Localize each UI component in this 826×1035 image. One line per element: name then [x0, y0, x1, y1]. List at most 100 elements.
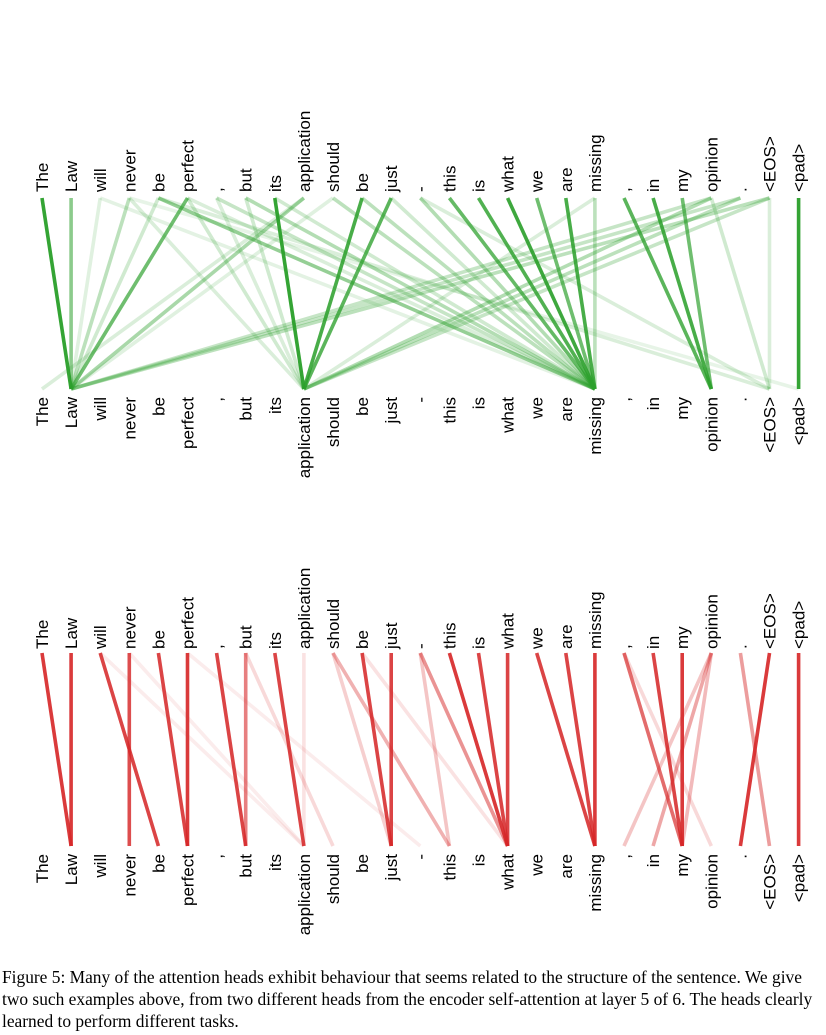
- attention-edge: [70, 196, 741, 391]
- token-label-bottom: missing: [586, 397, 605, 455]
- token-label-bottom: this: [440, 397, 459, 423]
- token-label-bottom: opinion: [702, 397, 721, 452]
- token-label-bottom: in: [644, 397, 663, 410]
- green-head-panel: TheTheLawLawwillwillneverneverbebeperfec…: [33, 111, 809, 479]
- attention-edge: [70, 196, 712, 391]
- token-label-top: Law: [62, 160, 81, 192]
- token-label-top: be: [353, 630, 372, 649]
- token-label-top: my: [673, 626, 692, 649]
- attention-edge: [709, 197, 772, 390]
- token-label-top: never: [120, 606, 139, 649]
- figure-caption: Figure 5: Many of the attention heads ex…: [2, 967, 813, 1031]
- attention-edge: [303, 196, 742, 391]
- token-label-top: but: [237, 625, 256, 649]
- attention-edge: [331, 652, 393, 847]
- attention-edge: [156, 652, 190, 847]
- token-label-bottom: will: [91, 397, 110, 422]
- token-label-top: is: [470, 637, 489, 649]
- token-label-bottom: application: [295, 854, 314, 935]
- attention-edge: [738, 652, 772, 847]
- token-label-bottom: -: [411, 854, 430, 860]
- token-label-bottom: is: [470, 854, 489, 866]
- token-label-bottom: my: [673, 854, 692, 877]
- token-label-top: this: [440, 166, 459, 192]
- token-label-top: its: [266, 632, 285, 649]
- attention-edge: [418, 652, 510, 847]
- attention-edge: [476, 652, 510, 847]
- token-label-bottom: its: [266, 397, 285, 414]
- token-label-top: Law: [62, 617, 81, 649]
- token-label-top: opinion: [702, 137, 721, 192]
- attention-edge: [214, 197, 306, 390]
- token-label-top: in: [644, 636, 663, 649]
- red-head-panel: TheTheLawLawwillwillneverneverbebeperfec…: [33, 568, 809, 936]
- attention-edge: [69, 197, 190, 390]
- token-label-bottom: just: [382, 397, 401, 425]
- token-label-top: ,: [208, 187, 227, 192]
- token-label-bottom: should: [324, 397, 343, 447]
- token-label-bottom: opinion: [702, 854, 721, 909]
- token-label-top: in: [644, 179, 663, 192]
- attention-edge: [69, 197, 102, 390]
- token-label-bottom: this: [440, 854, 459, 880]
- token-label-bottom: never: [120, 854, 139, 897]
- attention-edge: [418, 652, 452, 847]
- token-label-top: missing: [586, 591, 605, 649]
- attention-edge: [40, 197, 73, 390]
- token-label-top: what: [499, 156, 518, 193]
- token-label-bottom: .: [731, 854, 750, 859]
- token-label-bottom: is: [470, 397, 489, 409]
- attention-edge: [505, 197, 597, 390]
- attention-edge: [303, 196, 771, 391]
- token-label-top: my: [673, 169, 692, 192]
- attention-edge: [157, 196, 771, 391]
- token-label-top: missing: [586, 134, 605, 192]
- attention-edge: [186, 651, 422, 848]
- attention-edge: [69, 197, 132, 390]
- attention-edge: [534, 197, 597, 390]
- token-label-top: we: [528, 170, 547, 193]
- token-label-top: be: [149, 173, 168, 192]
- attention-edge: [69, 196, 306, 391]
- token-label-bottom: in: [644, 854, 663, 867]
- token-label-top: are: [557, 167, 576, 192]
- token-label-top: application: [295, 568, 314, 649]
- token-label-top: application: [295, 111, 314, 192]
- token-label-top: this: [440, 623, 459, 649]
- token-label-top: never: [120, 149, 139, 192]
- token-label-bottom: <EOS>: [761, 854, 780, 910]
- attention-edge: [303, 196, 713, 391]
- token-label-bottom: we: [528, 397, 547, 420]
- token-label-top: The: [33, 620, 52, 649]
- token-label-bottom: should: [324, 854, 343, 904]
- token-label-top: ,: [208, 644, 227, 649]
- attention-edge: [214, 652, 248, 847]
- token-label-bottom: ,: [208, 854, 227, 859]
- token-label-top: should: [324, 599, 343, 649]
- token-label-bottom: .: [731, 397, 750, 402]
- token-label-bottom: perfect: [179, 854, 198, 906]
- attention-edge: [273, 197, 306, 390]
- token-label-top: are: [557, 624, 576, 649]
- token-label-bottom: ,: [615, 854, 634, 859]
- token-label-top: will: [91, 168, 110, 193]
- attention-diagram: TheTheLawLawwillwillneverneverbebeperfec…: [33, 111, 809, 936]
- token-label-top: be: [353, 173, 372, 192]
- token-label-top: just: [382, 165, 401, 193]
- attention-edge: [680, 652, 714, 847]
- token-label-top: opinion: [702, 594, 721, 649]
- token-label-top: will: [91, 625, 110, 650]
- token-label-top: <EOS>: [761, 593, 780, 649]
- token-label-bottom: perfect: [179, 397, 198, 449]
- token-label-top: just: [382, 622, 401, 650]
- token-label-top: we: [528, 627, 547, 650]
- token-label-top: -: [411, 643, 430, 649]
- attention-edge: [651, 652, 714, 847]
- token-label-bottom: <pad>: [790, 397, 809, 445]
- token-label-top: The: [33, 163, 52, 192]
- token-label-top: <EOS>: [761, 136, 780, 192]
- attention-edge: [360, 196, 597, 391]
- token-label-bottom: just: [382, 854, 401, 882]
- attention-edge: [564, 652, 597, 847]
- token-label-top: but: [237, 168, 256, 192]
